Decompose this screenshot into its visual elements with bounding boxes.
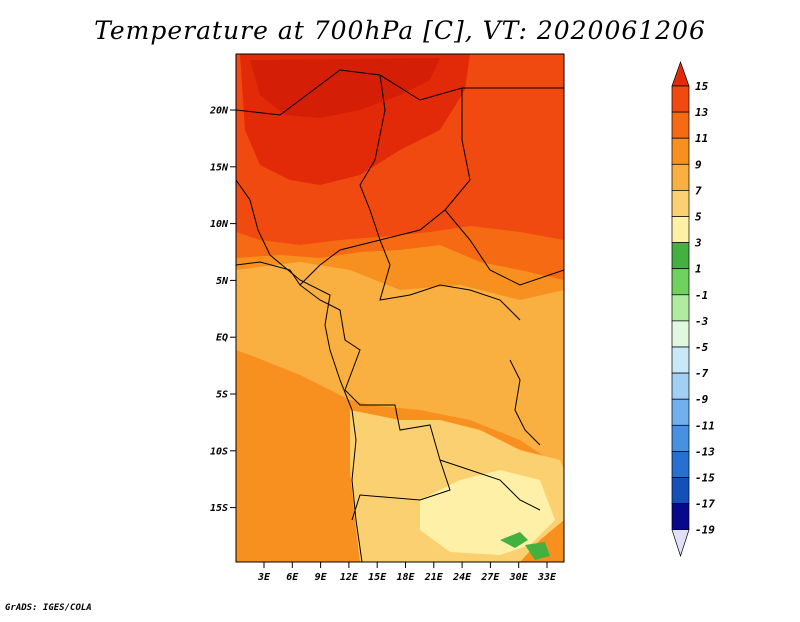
colorbar: 15 13 11 9 7 5 3 1 -1 -3 -5 -7 -9 -11 -13 -15 -17 -19	[671, 60, 715, 558]
lon-tick-label: 3E	[257, 572, 271, 583]
colorbar-swatch	[671, 111, 690, 139]
coastline	[236, 179, 363, 562]
lon-tick-label: 33E	[537, 572, 557, 583]
lon-tick-label: 15E	[368, 572, 387, 583]
map-frame	[235, 53, 565, 563]
lat-tick-label: EQ	[216, 333, 228, 344]
colorbar-label: -11	[695, 419, 715, 432]
colorbar-swatch	[671, 163, 690, 191]
lon-tick-label: 18E	[396, 572, 415, 583]
colorbar-label: 9	[695, 158, 702, 171]
colorbar-swatch	[671, 451, 690, 478]
colorbar-swatch	[671, 424, 690, 452]
lon-tick-label: 21E	[424, 572, 444, 583]
colorbar-swatch	[671, 137, 690, 165]
colorbar-label: -15	[695, 472, 715, 485]
colorbar-label: 7	[695, 184, 702, 197]
lon-tick-label: 12E	[340, 572, 359, 583]
lat-tick-label: 15N	[210, 162, 229, 173]
lon-tick-label: 27E	[480, 572, 500, 583]
colorbar-swatch	[671, 85, 690, 113]
colorbar-swatch	[671, 320, 690, 348]
colorbar-label: -19	[695, 524, 715, 537]
lat-tick-label: 5S	[216, 390, 228, 401]
colorbar-bottom-arrow	[671, 529, 690, 558]
colorbar-label: -7	[695, 367, 709, 380]
lon-tick-label: 24E	[452, 572, 472, 583]
colorbar-label: -13	[695, 445, 715, 458]
colorbar-label: -1	[695, 289, 708, 302]
lat-tick-label: 5N	[216, 276, 229, 287]
colorbar-label: -9	[695, 393, 709, 406]
lon-tick-label: 6E	[286, 572, 299, 583]
colorbar-label: -3	[695, 315, 709, 328]
colorbar-label: 3	[694, 237, 702, 250]
colorbar-swatch	[671, 372, 690, 400]
colorbar-label: 5	[695, 211, 702, 224]
colorbar-swatch	[671, 242, 690, 270]
longitude-axis: 3E 6E 9E 12E 15E 18E 21E 24E 27E 30E 33E	[257, 562, 557, 583]
latitude-axis: 20N 15N 10N 5N EQ 5S 10S 15S	[209, 106, 236, 514]
colorbar-swatch	[671, 190, 690, 217]
colorbar-swatch	[671, 398, 690, 426]
colorbar-swatch	[671, 216, 690, 243]
lat-tick-label: 15S	[210, 503, 228, 514]
colorbar-label: 13	[695, 106, 709, 119]
lat-tick-label: 10S	[210, 446, 228, 457]
map-title: Temperature at 700hPa [C], VT: 202006120…	[94, 16, 706, 45]
colorbar-label: 11	[695, 132, 708, 145]
lon-tick-label: 9E	[315, 572, 328, 583]
colorbar-swatch	[671, 294, 690, 322]
colorbar-swatch	[671, 503, 690, 531]
colorbar-label: 1	[695, 263, 702, 276]
colorbar-swatch	[671, 477, 690, 504]
lon-tick-label: 30E	[509, 572, 529, 583]
lat-tick-label: 10N	[210, 219, 229, 230]
grads-credit: GrADS: IGES/COLA	[5, 603, 92, 613]
colorbar-swatch	[671, 346, 690, 374]
colorbar-label: -17	[695, 498, 715, 511]
lat-tick-label: 20N	[209, 106, 229, 117]
colorbar-swatch	[671, 268, 690, 296]
colorbar-label: 15	[695, 80, 709, 93]
colorbar-top-arrow	[671, 60, 690, 87]
colorbar-label: -5	[695, 341, 709, 354]
temperature-field	[236, 54, 564, 562]
country-borders	[236, 69, 564, 521]
